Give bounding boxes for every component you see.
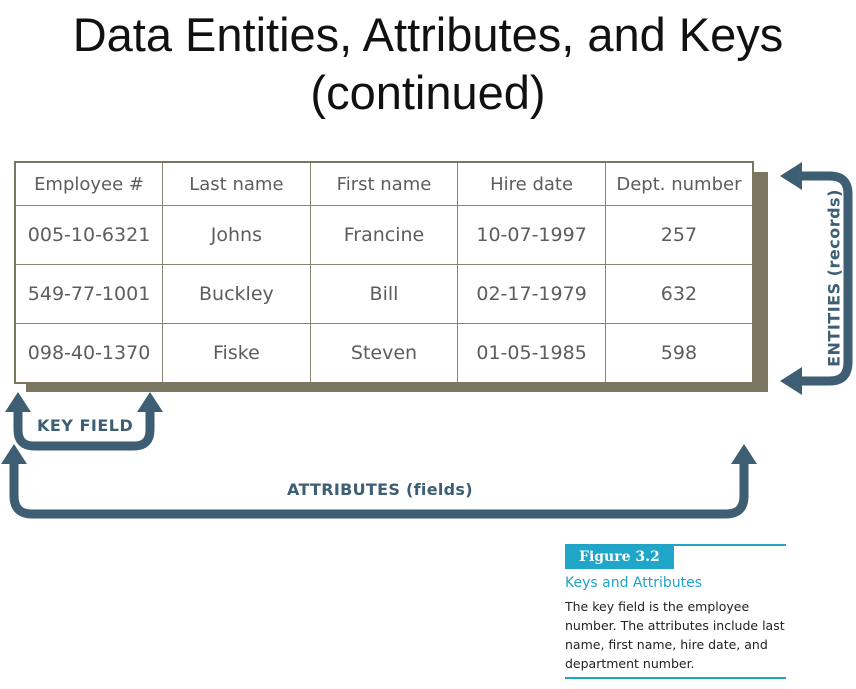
column-header-hire-date: Hire date [457, 161, 606, 206]
slide-title-line2: (continued) [310, 66, 546, 119]
employee-table: Employee # Last name First name Hire dat… [14, 161, 754, 384]
entities-arrow-shaft [800, 171, 853, 386]
column-header-employee-number: Employee # [14, 161, 164, 206]
attributes-arrow-shaft [9, 462, 749, 519]
caption-text: The key field is the employee number. Th… [565, 599, 785, 671]
cell-dept-number: 598 [604, 323, 754, 384]
table-row: 549-77-1001 Buckley Bill 02-17-1979 632 [14, 264, 754, 324]
cell-hire-date: 01-05-1985 [457, 323, 606, 384]
caption-heading: Keys and Attributes [565, 575, 703, 591]
column-header-dept-number: Dept. number [604, 161, 754, 206]
cell-dept-number: 632 [604, 264, 754, 324]
key-field-arrowhead-right-icon [137, 392, 163, 412]
cell-last-name: Buckley [162, 264, 311, 324]
key-field-label: KEY FIELD [37, 416, 134, 435]
cell-first-name: Bill [309, 264, 459, 324]
attributes-arrowhead-right-icon [731, 444, 757, 464]
cell-employee-number: 005-10-6321 [14, 205, 164, 265]
key-field-arrowhead-left-icon [5, 392, 31, 412]
table-row: 005-10-6321 Johns Francine 10-07-1997 25… [14, 205, 754, 265]
attributes-arrow [1, 444, 757, 519]
cell-employee-number: 549-77-1001 [14, 264, 164, 324]
attributes-label: ATTRIBUTES (fields) [287, 480, 473, 499]
entities-arrowhead-top-icon [780, 162, 802, 190]
column-header-last-name: Last name [162, 161, 311, 206]
cell-first-name: Francine [309, 205, 459, 265]
cell-last-name: Johns [162, 205, 311, 265]
caption-bottom-rule [565, 677, 786, 679]
entities-arrow [780, 162, 853, 395]
cell-first-name: Steven [309, 323, 459, 384]
attributes-arrowhead-left-icon [1, 444, 27, 464]
entities-label: ENTITIES (records) [824, 189, 844, 367]
table-row: 098-40-1370 Fiske Steven 01-05-1985 598 [14, 323, 754, 384]
figure-caption: Figure 3.2 Keys and Attributes The key f… [565, 544, 786, 679]
cell-hire-date: 10-07-1997 [457, 205, 606, 265]
caption-top-rule [565, 544, 786, 546]
cell-hire-date: 02-17-1979 [457, 264, 606, 324]
slide-title: Data Entities, Attributes, and Keys (con… [0, 6, 856, 122]
key-field-arrow-shaft [13, 410, 155, 451]
figure-number-tag: Figure 3.2 [565, 546, 674, 569]
table-header-row: Employee # Last name First name Hire dat… [14, 161, 754, 206]
cell-last-name: Fiske [162, 323, 311, 384]
slide-title-line1: Data Entities, Attributes, and Keys [72, 8, 784, 61]
entities-arrowhead-bottom-icon [780, 367, 802, 395]
cell-employee-number: 098-40-1370 [14, 323, 164, 384]
key-field-arrow [5, 392, 163, 451]
